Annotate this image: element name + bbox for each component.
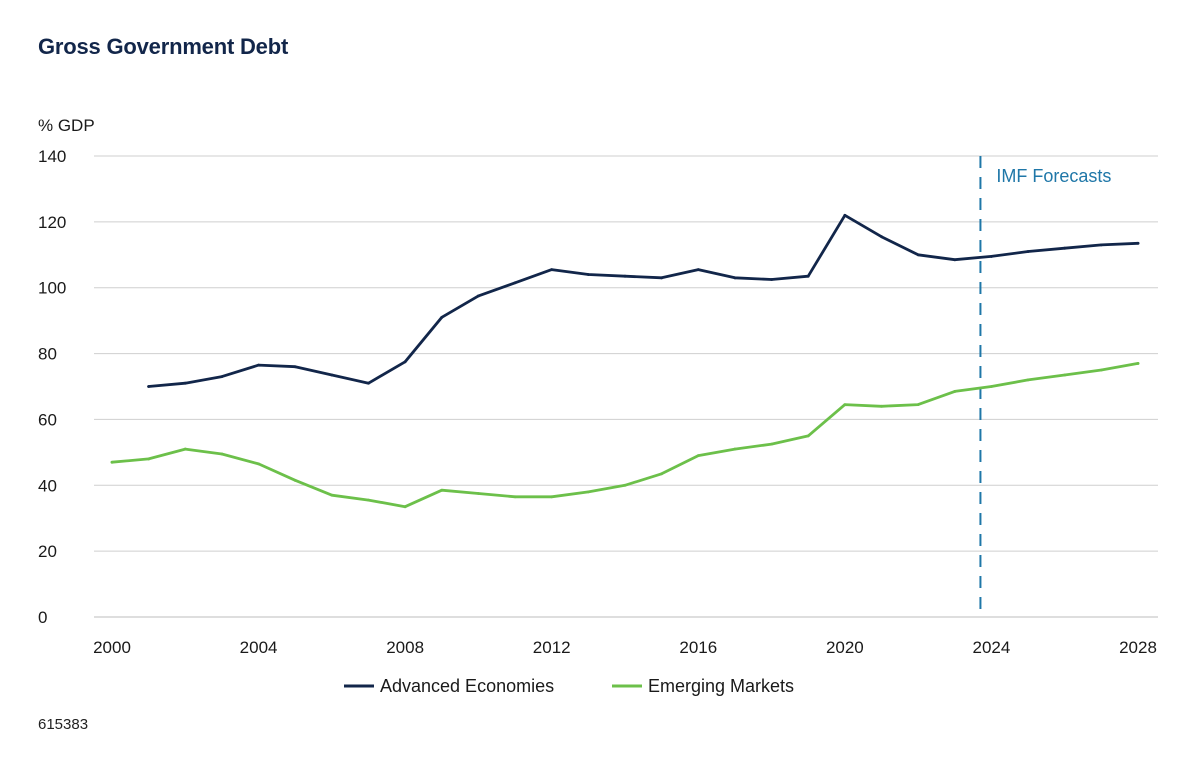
data-point-advanced-economies-2010 bbox=[477, 294, 480, 298]
data-point-emerging-markets-2015 bbox=[660, 472, 664, 476]
data-point-emerging-markets-2021 bbox=[880, 404, 883, 408]
data-point-advanced-economies-2003 bbox=[220, 375, 224, 379]
data-point-emerging-markets-2007 bbox=[367, 498, 370, 502]
y-tick-label-60: 60 bbox=[38, 410, 57, 429]
data-point-emerging-markets-2014 bbox=[623, 483, 627, 487]
data-point-emerging-markets-2020 bbox=[843, 403, 847, 407]
data-point-emerging-markets-2012 bbox=[550, 495, 554, 499]
data-point-advanced-economies-2026 bbox=[1063, 246, 1067, 250]
data-point-emerging-markets-2028 bbox=[1136, 362, 1140, 365]
x-tick-label-2020: 2020 bbox=[826, 638, 864, 657]
data-point-emerging-markets-2000 bbox=[110, 460, 114, 464]
data-point-emerging-markets-2005 bbox=[293, 478, 297, 482]
data-point-advanced-economies-2023 bbox=[953, 258, 957, 262]
y-tick-label-120: 120 bbox=[38, 213, 66, 232]
data-point-emerging-markets-2027 bbox=[1099, 368, 1103, 372]
data-point-advanced-economies-2014 bbox=[623, 274, 627, 278]
y-tick-label-20: 20 bbox=[38, 542, 57, 561]
data-point-advanced-economies-2024 bbox=[990, 255, 993, 258]
data-point-advanced-economies-2028 bbox=[1136, 241, 1140, 245]
data-point-advanced-economies-2009 bbox=[440, 315, 444, 319]
data-point-emerging-markets-2016 bbox=[696, 454, 700, 458]
data-point-emerging-markets-2017 bbox=[733, 447, 737, 451]
data-point-emerging-markets-2001 bbox=[147, 457, 151, 461]
data-point-advanced-economies-2013 bbox=[586, 273, 590, 276]
data-point-emerging-markets-2013 bbox=[586, 490, 590, 494]
x-tick-label-2016: 2016 bbox=[679, 638, 717, 657]
data-point-advanced-economies-2006 bbox=[330, 373, 334, 377]
legend-label-advanced-economies: Advanced Economies bbox=[380, 676, 554, 696]
data-point-advanced-economies-2022 bbox=[916, 253, 920, 257]
data-point-advanced-economies-2016 bbox=[696, 268, 700, 272]
data-point-emerging-markets-2004 bbox=[257, 462, 260, 466]
legend-label-emerging-markets: Emerging Markets bbox=[648, 676, 794, 696]
x-tick-label-2008: 2008 bbox=[386, 638, 424, 657]
y-axis-label: % GDP bbox=[38, 116, 95, 135]
series-line-advanced-economies bbox=[147, 213, 1140, 388]
y-tick-label-0: 0 bbox=[38, 608, 47, 627]
data-point-advanced-economies-2005 bbox=[293, 365, 297, 369]
data-point-emerging-markets-2006 bbox=[330, 493, 334, 497]
data-point-advanced-economies-2021 bbox=[880, 235, 883, 239]
data-point-advanced-economies-2002 bbox=[183, 381, 187, 385]
data-point-advanced-economies-2019 bbox=[806, 274, 810, 278]
data-point-emerging-markets-2023 bbox=[953, 390, 957, 393]
data-point-advanced-economies-2008 bbox=[403, 360, 407, 364]
data-point-emerging-markets-2010 bbox=[477, 492, 480, 495]
data-point-emerging-markets-2019 bbox=[806, 434, 810, 438]
y-tick-label-80: 80 bbox=[38, 345, 57, 364]
data-point-advanced-economies-2027 bbox=[1099, 243, 1103, 247]
chart-title: Gross Government Debt bbox=[38, 34, 289, 59]
data-point-advanced-economies-2017 bbox=[733, 276, 737, 280]
x-axis-ticks: 2000 2004 2008 2012 2016 2020 2024 2028 bbox=[93, 638, 1157, 657]
data-point-emerging-markets-2008 bbox=[403, 505, 407, 509]
data-point-advanced-economies-2004 bbox=[257, 363, 260, 367]
x-tick-label-2028: 2028 bbox=[1119, 638, 1157, 657]
data-point-advanced-economies-2007 bbox=[367, 381, 370, 385]
annotations: IMF Forecasts bbox=[979, 156, 1111, 617]
data-point-advanced-economies-2015 bbox=[660, 276, 664, 280]
x-tick-label-2004: 2004 bbox=[240, 638, 278, 657]
data-point-emerging-markets-2025 bbox=[1026, 378, 1030, 382]
data-point-advanced-economies-2001 bbox=[147, 385, 151, 388]
data-point-advanced-economies-2012 bbox=[550, 268, 554, 272]
legend: Advanced Economies Emerging Markets bbox=[344, 676, 794, 696]
y-tick-label-140: 140 bbox=[38, 147, 66, 166]
data-point-emerging-markets-2026 bbox=[1063, 373, 1067, 377]
series-group bbox=[110, 213, 1140, 509]
data-point-emerging-markets-2022 bbox=[916, 403, 920, 407]
y-tick-label-40: 40 bbox=[38, 476, 57, 495]
data-point-emerging-markets-2024 bbox=[990, 385, 993, 388]
y-tick-label-100: 100 bbox=[38, 279, 66, 298]
data-point-emerging-markets-2009 bbox=[440, 488, 444, 492]
forecast-annotation-label: IMF Forecasts bbox=[996, 166, 1111, 186]
data-point-advanced-economies-2011 bbox=[513, 281, 517, 285]
x-tick-label-2000: 2000 bbox=[93, 638, 131, 657]
data-point-advanced-economies-2018 bbox=[770, 278, 773, 281]
data-point-advanced-economies-2025 bbox=[1026, 250, 1030, 253]
data-point-emerging-markets-2018 bbox=[770, 442, 773, 446]
data-point-emerging-markets-2011 bbox=[513, 495, 517, 499]
data-point-emerging-markets-2002 bbox=[183, 447, 187, 451]
footnote: 615383 bbox=[38, 716, 89, 733]
x-tick-label-2012: 2012 bbox=[533, 638, 571, 657]
y-axis-ticks: 0 20 40 60 80 100 120 140 bbox=[38, 147, 66, 627]
data-point-advanced-economies-2020 bbox=[843, 213, 847, 217]
x-tick-label-2024: 2024 bbox=[973, 638, 1011, 657]
data-point-emerging-markets-2003 bbox=[220, 452, 224, 456]
